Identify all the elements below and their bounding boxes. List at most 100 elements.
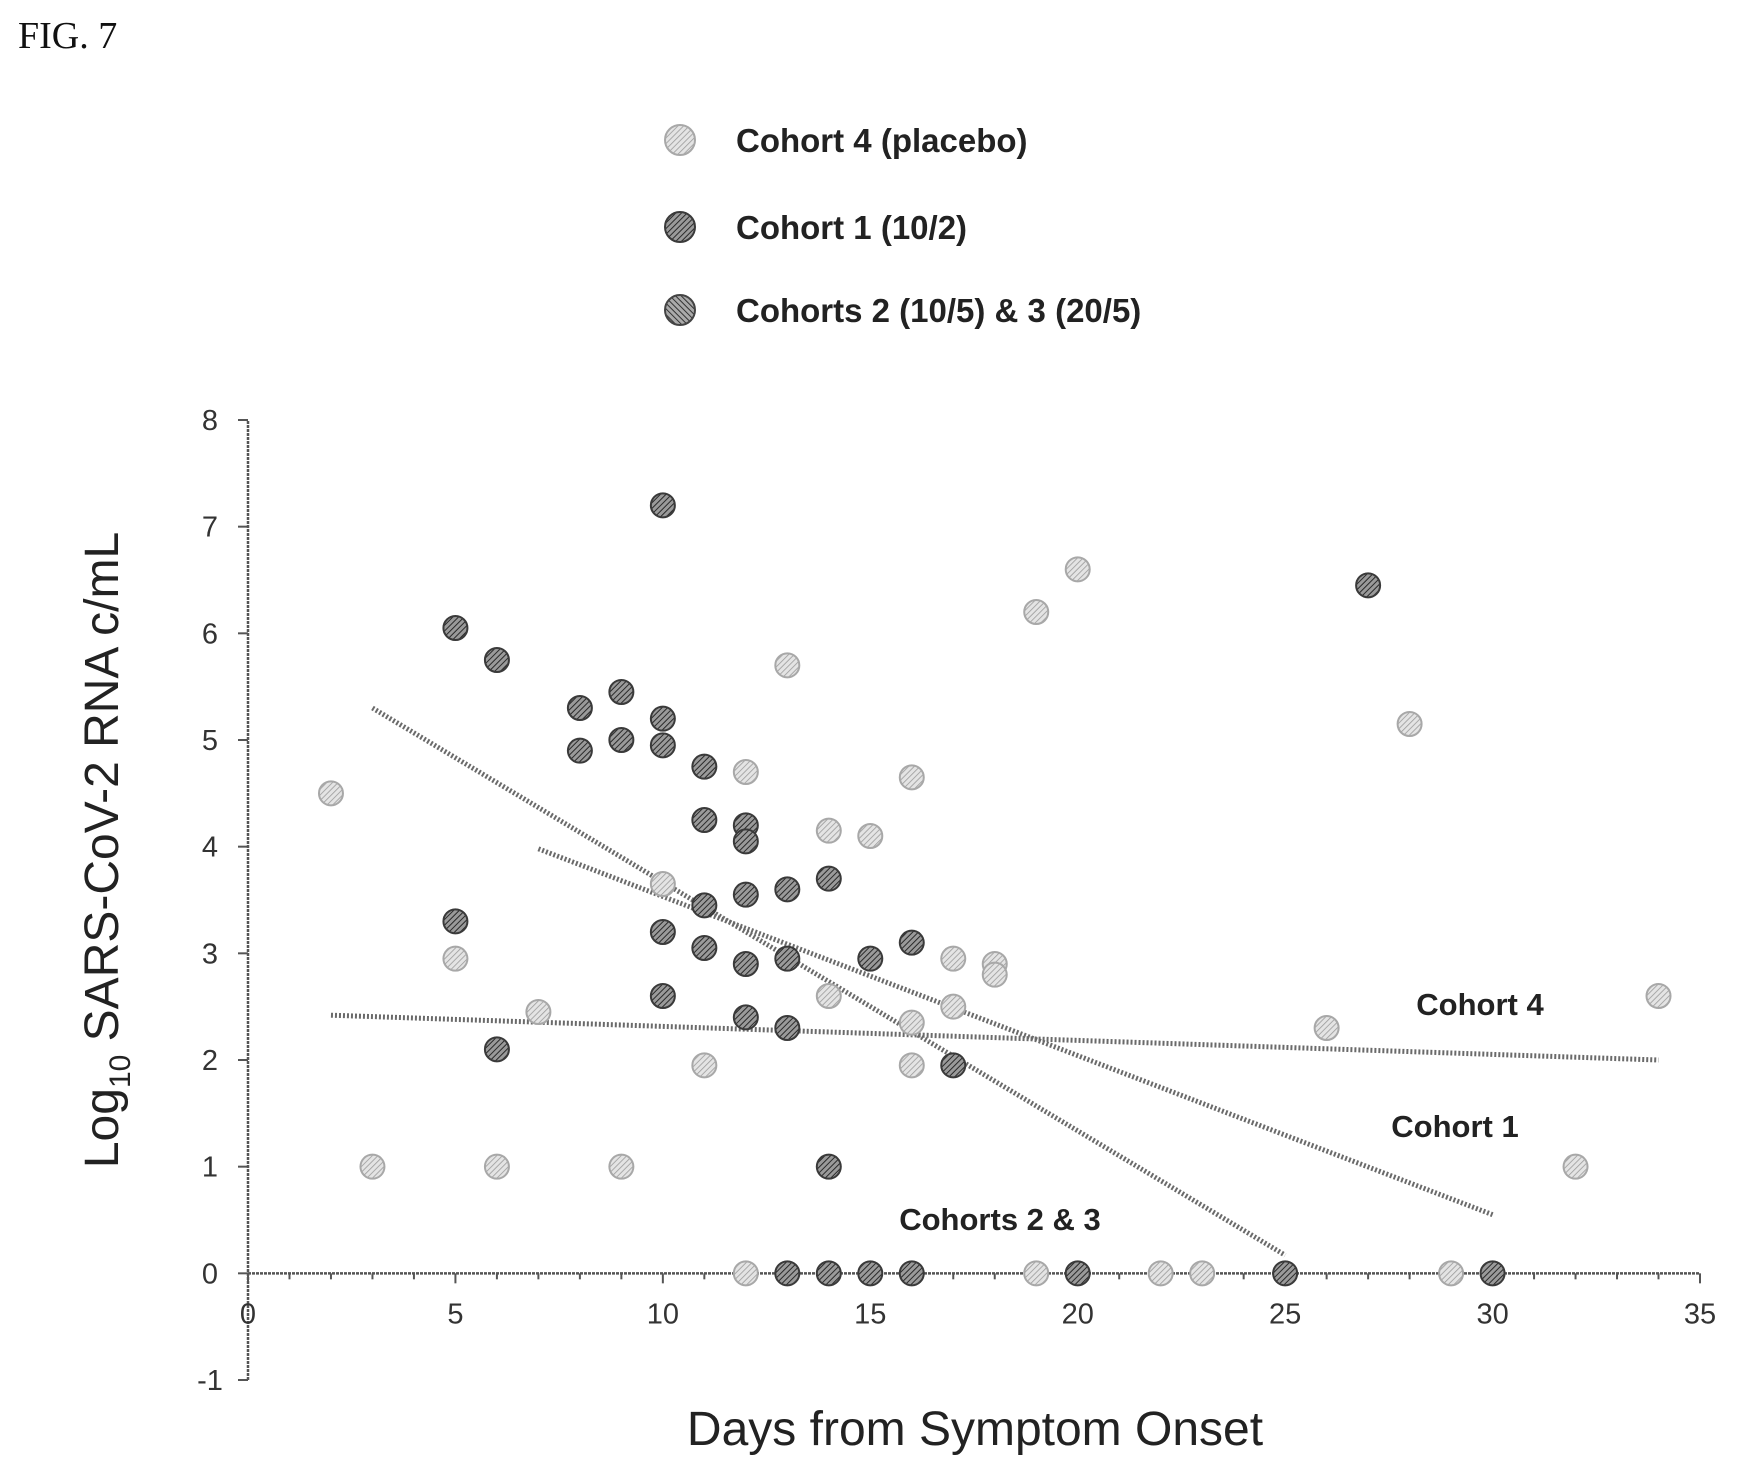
- y-axis-title-rest: SARS-CoV-2 RNA c/mL: [76, 532, 129, 1055]
- chart-axes: 0 5 10 15 20 25 30 35 -1 0 1 2 3 4 5 6 7 8: [197, 405, 1716, 1397]
- legend-label: Cohorts 2 (10/5) & 3 (20/5): [736, 292, 1141, 329]
- data-point: [1189, 1260, 1216, 1287]
- data-point: [981, 961, 1008, 988]
- data-point: [691, 807, 718, 833]
- data-point: [898, 764, 925, 791]
- legend-marker: [664, 124, 696, 156]
- data-point: [649, 919, 676, 945]
- data-point: [774, 945, 801, 972]
- data-point: [442, 945, 469, 972]
- data-point: [898, 1052, 925, 1079]
- trend-line-label: Cohorts 2 & 3: [899, 1202, 1101, 1237]
- data-point: [608, 1153, 635, 1180]
- data-point: [815, 1153, 842, 1180]
- data-point: [940, 945, 967, 972]
- y-tick-label: 8: [202, 405, 218, 437]
- data-point: [691, 1052, 718, 1079]
- data-point: [483, 1036, 510, 1063]
- y-tick-label: -1: [197, 1365, 223, 1397]
- trend-line: [371, 705, 1287, 1258]
- data-point: [317, 780, 344, 807]
- y-tick-label: 5: [202, 725, 218, 757]
- data-points: [317, 492, 1672, 1287]
- trend-line-label: Cohort 1: [1391, 1109, 1518, 1144]
- data-point: [1272, 1260, 1299, 1287]
- data-point: [691, 935, 718, 961]
- data-point: [940, 993, 967, 1020]
- data-point: [1064, 556, 1091, 583]
- y-axis-title-subscript: 10: [104, 1055, 137, 1088]
- data-point: [815, 817, 842, 844]
- data-point: [1438, 1260, 1465, 1287]
- data-point: [442, 615, 469, 641]
- data-point: [857, 823, 884, 849]
- trend-line-label: Cohort 4: [1416, 987, 1544, 1022]
- data-point: [483, 647, 510, 673]
- x-axis-title: Days from Symptom Onset: [687, 1403, 1263, 1456]
- legend-label: Cohort 4 (placebo): [736, 122, 1028, 159]
- trend-line: [537, 846, 1494, 1218]
- data-point: [774, 652, 801, 679]
- data-point: [1355, 572, 1382, 599]
- data-point: [774, 1260, 801, 1287]
- y-tick-label: 1: [202, 1152, 218, 1184]
- x-tick-label: 10: [647, 1298, 679, 1330]
- data-point: [1396, 711, 1423, 737]
- data-point: [857, 1260, 884, 1287]
- data-point: [1023, 1260, 1050, 1287]
- y-tick-label: 2: [202, 1045, 218, 1077]
- y-tick-label: 0: [202, 1258, 218, 1290]
- data-point: [774, 1015, 801, 1041]
- data-point: [691, 753, 718, 780]
- data-point: [608, 727, 635, 753]
- legend: Cohort 4 (placebo) Cohort 1 (10/2) Cohorts…: [664, 122, 1141, 329]
- x-tick-label: 5: [447, 1298, 463, 1330]
- data-point: [1023, 599, 1050, 625]
- data-point: [1479, 1260, 1506, 1287]
- data-point: [1064, 1260, 1091, 1287]
- data-point: [566, 737, 593, 764]
- data-point: [815, 983, 842, 1009]
- legend-marker: [664, 211, 696, 243]
- data-point: [525, 999, 552, 1025]
- x-tick-label: 35: [1684, 1298, 1716, 1330]
- data-point: [732, 759, 759, 785]
- data-point: [649, 732, 676, 759]
- legend-label: Cohort 1 (10/2): [736, 209, 967, 246]
- data-point: [732, 1004, 759, 1031]
- data-point: [815, 1260, 842, 1287]
- data-point: [732, 951, 759, 977]
- data-point: [359, 1153, 386, 1180]
- y-tick-label: 6: [202, 618, 218, 650]
- data-point: [815, 865, 842, 892]
- data-point: [732, 881, 759, 908]
- x-tick-label: 30: [1476, 1298, 1508, 1330]
- y-tick-label: 3: [202, 938, 218, 970]
- data-point: [732, 828, 759, 855]
- data-point: [1147, 1260, 1174, 1287]
- data-point: [649, 492, 676, 519]
- data-point: [940, 1052, 967, 1079]
- data-point: [1313, 1015, 1340, 1041]
- y-axis-title: Log10 SARS-CoV-2 RNA c/mL: [76, 532, 137, 1168]
- x-tick-label: 15: [854, 1298, 886, 1330]
- data-point: [649, 983, 676, 1009]
- data-point: [608, 679, 635, 705]
- y-axis-title-main: Log: [76, 1088, 129, 1168]
- x-tick-label: 0: [240, 1298, 256, 1330]
- data-point: [732, 1260, 759, 1287]
- data-point: [1645, 983, 1672, 1009]
- data-point: [774, 876, 801, 903]
- y-tick-label: 4: [202, 832, 218, 864]
- x-tick-label: 25: [1269, 1298, 1301, 1330]
- data-point: [898, 1260, 925, 1287]
- data-point: [857, 945, 884, 972]
- data-point: [442, 908, 469, 935]
- trend-lines: [330, 705, 1659, 1258]
- data-point: [649, 871, 676, 897]
- data-point: [691, 892, 718, 919]
- data-point: [898, 1009, 925, 1036]
- data-point: [898, 929, 925, 956]
- trend-line: [330, 1012, 1659, 1063]
